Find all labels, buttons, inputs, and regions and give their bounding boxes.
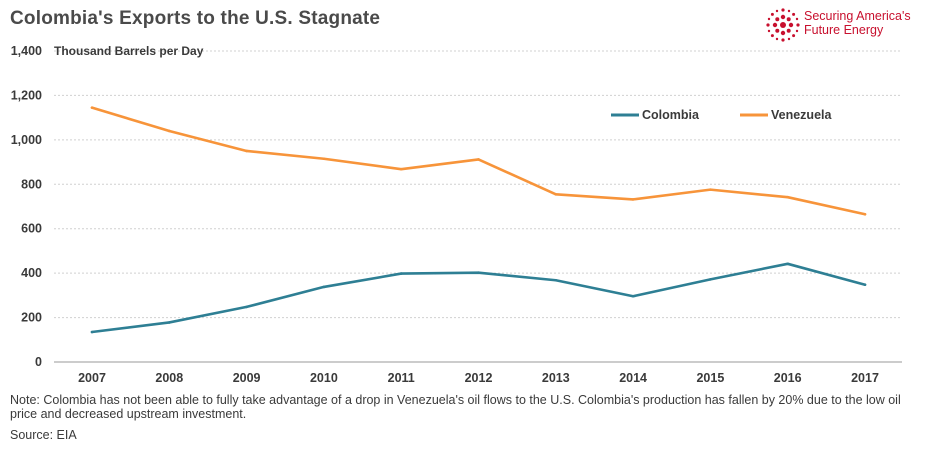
data-point-venezuela (477, 158, 480, 161)
x-tick-label: 2015 (696, 371, 724, 385)
chart-note: Note: Colombia has not been able to full… (10, 393, 901, 421)
x-tick-label: 2012 (465, 371, 493, 385)
data-point-colombia (399, 272, 403, 275)
y-tick-label: 400 (21, 266, 42, 280)
x-tick-label: 2008 (155, 371, 183, 385)
y-tick-label: 600 (21, 222, 42, 236)
data-point-venezuela (554, 192, 558, 196)
data-point-venezuela (709, 188, 712, 191)
data-point-colombia (322, 285, 326, 289)
y-tick-label: 0 (35, 355, 42, 369)
y-tick-label: 1,400 (11, 44, 42, 58)
x-tick-label: 2009 (233, 371, 261, 385)
logo-line-2: Future Energy (804, 23, 884, 37)
data-point-colombia (477, 271, 480, 274)
data-point-colombia (90, 330, 94, 334)
x-tick-label: 2017 (851, 371, 879, 385)
safe-logo: Securing America's Future Energy (766, 6, 926, 46)
data-point-venezuela (90, 106, 94, 109)
series-line-venezuela (90, 106, 867, 216)
legend-label-venezuela: Venezuela (771, 108, 832, 122)
y-tick-label: 800 (21, 177, 42, 191)
chart-title: Colombia's Exports to the U.S. Stagnate (10, 8, 381, 29)
data-point-colombia (631, 294, 635, 298)
data-point-venezuela (399, 167, 403, 171)
data-point-venezuela (245, 149, 248, 153)
data-point-colombia (245, 305, 248, 309)
chart-source: Source: EIA (10, 428, 77, 442)
data-point-colombia (554, 278, 558, 282)
data-point-venezuela (631, 198, 635, 201)
data-point-venezuela (168, 129, 171, 133)
x-tick-label: 2011 (388, 371, 415, 385)
data-point-colombia (709, 278, 712, 281)
x-tick-label: 2016 (774, 371, 802, 385)
x-tick-label: 2010 (310, 371, 338, 385)
series-line-colombia (90, 262, 867, 334)
data-point-venezuela (863, 212, 867, 216)
y-tick-label: 1,200 (11, 88, 42, 102)
y-tick-label: 1,000 (11, 133, 42, 147)
logo-line-1: Securing America's (804, 9, 911, 23)
line-chart: 0 200 400 600 800 1,000 1,200 1,400 2007 2008 200… (11, 44, 902, 385)
data-point-venezuela (786, 195, 789, 199)
y-axis-label: Thousand Barrels per Day (54, 44, 204, 58)
x-tick-label: 2014 (619, 371, 647, 385)
data-point-colombia (786, 262, 789, 266)
y-tick-label: 200 (21, 311, 42, 325)
sunburst-icon (766, 8, 800, 42)
x-tick-label: 2007 (78, 371, 106, 385)
x-tick-label: 2013 (542, 371, 570, 385)
data-point-colombia (168, 321, 171, 324)
legend-label-colombia: Colombia (642, 108, 700, 122)
data-point-venezuela (322, 157, 326, 161)
data-point-colombia (863, 283, 867, 286)
